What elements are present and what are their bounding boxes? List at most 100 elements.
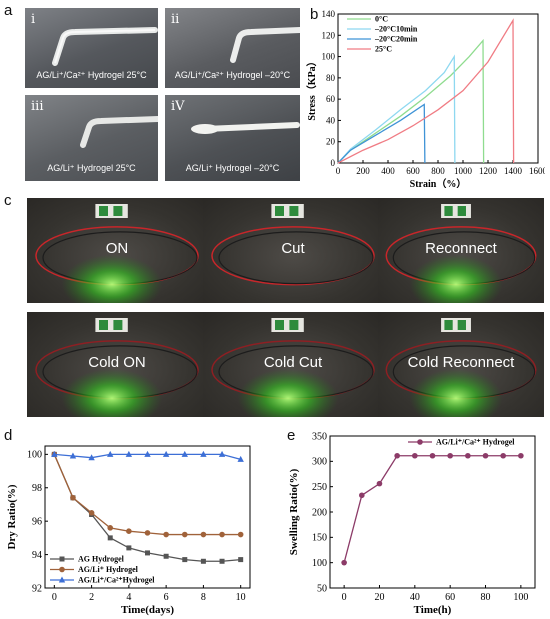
x-tick-label: 40	[410, 592, 420, 603]
y-tick-label: 100	[27, 450, 42, 461]
y-tick-label: 92	[32, 583, 42, 594]
x-tick-label: 20	[374, 592, 384, 603]
panel-d-label: d	[4, 427, 13, 444]
panel-e-label: e	[287, 427, 296, 444]
x-tick-label: 800	[431, 166, 445, 176]
circuit-photo-4: Cold ON	[27, 312, 207, 417]
data-point	[182, 557, 188, 563]
dry-ratio-chart: 0 2 4 6 8 10 92 94 96 98 100 Time(days) Dry Ratio(%)…	[6, 445, 251, 616]
y-tick-label: 50	[317, 583, 327, 594]
y-axis-label: Dry Ratio(%)	[6, 484, 18, 549]
data-point	[218, 450, 226, 457]
photo-a-iii-caption: AG/Li⁺ Hydrogel 25°C	[47, 163, 136, 173]
data-point	[219, 531, 225, 538]
series-line	[337, 18, 515, 164]
photo-a-iii-roman: iii	[31, 99, 44, 114]
data-point	[107, 450, 114, 457]
panel-a-label: a	[4, 2, 13, 19]
data-point	[200, 450, 207, 457]
y-axis-label: Swelling Ratio(%)	[288, 468, 300, 555]
y-tick-label: 98	[32, 483, 42, 494]
x-tick-label: 0	[52, 592, 57, 603]
circuit-photo-label: Cut	[281, 240, 305, 257]
data-point	[238, 557, 244, 563]
photo-a-iv-roman: iV	[171, 99, 185, 114]
x-tick-label: 400	[381, 166, 395, 176]
series-line	[337, 103, 426, 164]
data-point	[126, 545, 132, 551]
y-tick-label: 60	[326, 94, 336, 104]
panel-b-label: b	[310, 6, 319, 23]
series-line	[337, 54, 456, 164]
x-tick-label: 80	[481, 592, 491, 603]
photo-a-ii-roman: ii	[171, 12, 180, 27]
panel-c-label: c	[4, 192, 12, 209]
y-tick-label: 94	[32, 550, 42, 561]
data-point	[394, 452, 400, 459]
x-tick-label: 1400	[504, 166, 523, 176]
legend-label: AG/Li⁺ Hydrogel	[78, 565, 139, 574]
data-point	[482, 452, 489, 459]
circuit-illustration	[35, 318, 199, 417]
y-tick-label: 20	[326, 137, 336, 147]
data-point	[376, 480, 383, 487]
data-point	[163, 553, 169, 559]
legend-marker	[58, 576, 66, 583]
y-axis-label: Stress（KPa）	[305, 56, 318, 120]
plot-frame	[329, 435, 536, 589]
x-tick-label: 8	[201, 592, 206, 603]
data-point	[237, 455, 244, 462]
plot-frame	[337, 13, 539, 164]
tube-illustration	[80, 116, 158, 148]
circuit-photo-label: Cold Cut	[263, 354, 323, 371]
legend-label: 0°C	[375, 15, 388, 24]
plot-frame	[44, 445, 251, 589]
data-point	[181, 531, 188, 538]
data-point	[145, 550, 150, 556]
x-tick-label: 1000	[454, 166, 473, 176]
legend-label: AG/Li⁺/Ca²⁺Hydrogel	[78, 576, 155, 585]
series-line	[53, 454, 241, 562]
data-point	[412, 452, 418, 459]
y-tick-label: 150	[312, 533, 327, 544]
photo-a-i-caption: AG/Li⁺/Ca²⁺ Hydrogel 25°C	[36, 70, 147, 80]
series-line	[343, 455, 521, 563]
circuit-illustration	[385, 204, 537, 303]
data-point	[341, 559, 347, 566]
data-point	[237, 531, 244, 538]
y-tick-label: 40	[326, 115, 336, 125]
data-point	[88, 454, 95, 461]
legend-marker	[417, 439, 423, 445]
data-point	[144, 450, 151, 457]
y-tick-label: 350	[312, 431, 327, 442]
legend-marker	[59, 566, 65, 573]
x-axis-label: Time(h)	[414, 604, 452, 616]
photo-a-iv-caption: AG/Li⁺ Hydrogel –20°C	[185, 163, 280, 173]
photo-a-ii: ii AG/Li⁺/Ca²⁺ Hydrogel –20°C	[165, 8, 300, 88]
y-tick-label: 140	[322, 9, 336, 19]
data-point	[144, 530, 151, 536]
legend-label: AG Hydrogel	[78, 555, 125, 564]
tube-illustration	[230, 27, 300, 63]
stress-strain-chart: 0 200 400 600 800 1000 1200 1400 1600 0 20 40 60 80 10…	[305, 9, 545, 188]
series-line	[53, 454, 241, 536]
photo-a-i-roman: i	[31, 12, 36, 27]
circuit-photo-5: Cold Cut	[203, 312, 383, 417]
circuit-photo-1: ON	[27, 198, 207, 303]
data-point	[518, 452, 524, 459]
x-tick-label: 1600	[529, 166, 545, 176]
circuit-photo-3: Reconnect	[378, 198, 544, 303]
legend-label: AG/Li⁺/Ca²⁺ Hydrogel	[436, 438, 515, 447]
data-point	[200, 558, 206, 564]
data-point	[69, 452, 77, 459]
data-point	[359, 492, 365, 499]
photo-a-i: i AG/Li⁺/Ca²⁺ Hydrogel 25°C	[25, 8, 158, 88]
data-point	[107, 535, 113, 541]
data-point	[107, 525, 114, 531]
y-tick-label: 300	[312, 457, 327, 468]
data-point	[125, 450, 133, 457]
circuit-photo-2: Cut	[203, 198, 383, 303]
legend-label: –20°C10min	[374, 25, 418, 34]
photo-a-iv: iV AG/Li⁺ Hydrogel –20°C	[165, 95, 300, 181]
x-axis-label: Strain（%）	[410, 177, 467, 188]
